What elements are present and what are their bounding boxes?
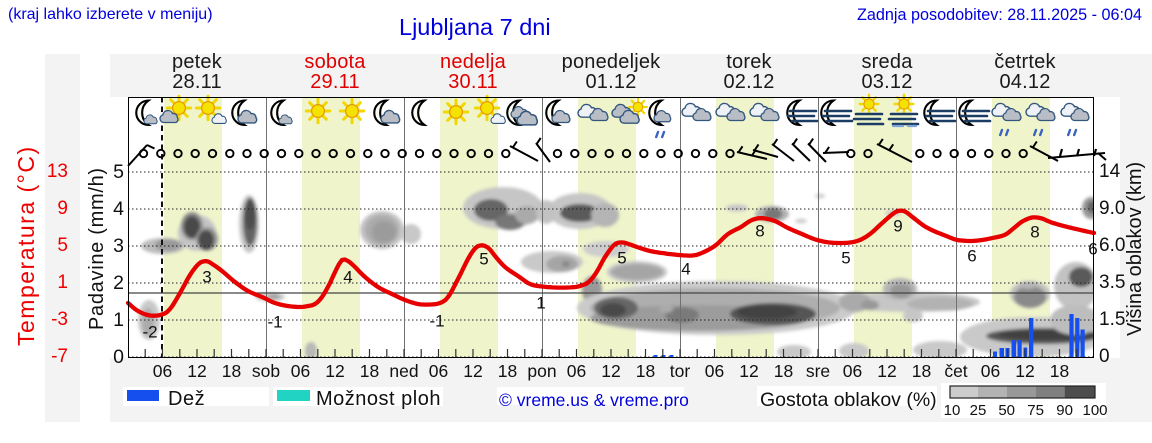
svg-text:-1: -1 bbox=[429, 312, 444, 331]
svg-text:4: 4 bbox=[681, 260, 690, 279]
svg-text:8: 8 bbox=[1030, 223, 1039, 242]
svg-text:5: 5 bbox=[479, 250, 488, 269]
svg-text:8: 8 bbox=[755, 222, 764, 241]
svg-text:6: 6 bbox=[967, 247, 976, 266]
svg-text:4: 4 bbox=[343, 268, 352, 287]
svg-text:-2: -2 bbox=[142, 323, 157, 342]
svg-text:3: 3 bbox=[202, 268, 211, 287]
svg-text:5: 5 bbox=[841, 249, 850, 268]
svg-text:5: 5 bbox=[617, 249, 626, 268]
svg-text:-1: -1 bbox=[267, 313, 282, 332]
svg-text:1: 1 bbox=[536, 294, 545, 313]
svg-text:9: 9 bbox=[893, 217, 902, 236]
